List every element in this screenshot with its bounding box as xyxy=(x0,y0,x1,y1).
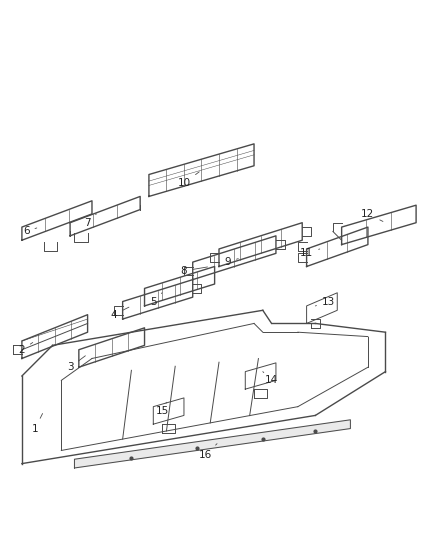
Text: 5: 5 xyxy=(150,293,162,306)
Text: 14: 14 xyxy=(263,372,278,385)
Text: 16: 16 xyxy=(199,443,217,460)
Text: 15: 15 xyxy=(155,402,169,416)
Text: 2: 2 xyxy=(18,343,33,355)
Text: 7: 7 xyxy=(84,214,96,228)
Polygon shape xyxy=(74,420,350,468)
Text: 8: 8 xyxy=(180,266,208,276)
Text: 12: 12 xyxy=(361,209,383,221)
Text: 10: 10 xyxy=(177,172,199,188)
Text: 11: 11 xyxy=(300,248,320,259)
Text: 6: 6 xyxy=(23,227,37,237)
Text: 4: 4 xyxy=(110,307,129,320)
Text: 1: 1 xyxy=(32,414,42,433)
Text: 13: 13 xyxy=(315,296,335,306)
Text: 3: 3 xyxy=(67,356,85,372)
Text: 9: 9 xyxy=(224,257,238,267)
